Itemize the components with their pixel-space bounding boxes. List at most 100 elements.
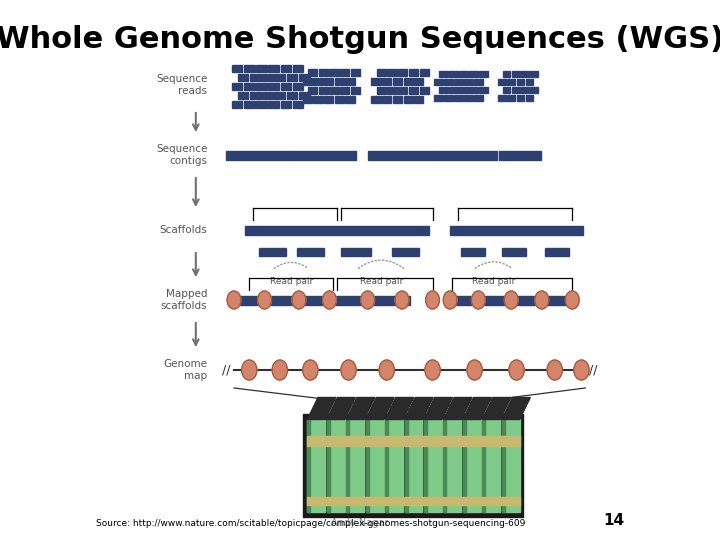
Bar — [302, 96, 312, 103]
Bar — [295, 151, 356, 159]
Text: Read pair: Read pair — [472, 277, 516, 286]
Circle shape — [292, 291, 306, 309]
Bar — [226, 151, 295, 159]
Bar — [459, 71, 468, 77]
Bar — [244, 83, 255, 90]
Circle shape — [341, 360, 356, 380]
Bar — [313, 96, 323, 103]
Bar — [449, 71, 458, 77]
Bar — [274, 91, 285, 98]
Bar — [308, 87, 318, 94]
Bar — [454, 79, 463, 85]
Text: Read pair: Read pair — [360, 277, 403, 286]
Circle shape — [509, 360, 524, 380]
Bar — [545, 248, 570, 256]
Bar — [335, 96, 344, 103]
Bar — [385, 418, 388, 511]
Bar — [351, 87, 360, 94]
Bar — [274, 73, 285, 80]
Bar — [269, 100, 279, 107]
Polygon shape — [307, 397, 336, 420]
Bar — [498, 95, 506, 101]
Bar — [393, 78, 402, 85]
Bar — [299, 91, 310, 98]
Circle shape — [258, 291, 271, 309]
Bar — [372, 96, 381, 103]
Bar — [469, 87, 477, 93]
Text: Scaffolds: Scaffolds — [160, 225, 207, 235]
Bar — [238, 91, 248, 98]
Bar — [405, 418, 423, 511]
Bar — [330, 69, 338, 76]
Bar — [307, 418, 310, 511]
Bar — [307, 496, 520, 504]
Bar — [474, 95, 482, 101]
Bar — [444, 418, 446, 511]
Bar — [346, 418, 349, 511]
Circle shape — [425, 360, 440, 380]
Polygon shape — [385, 397, 414, 420]
Bar — [351, 69, 360, 76]
Text: Andy Nagar: Andy Nagar — [331, 518, 389, 528]
Text: //: // — [589, 363, 598, 376]
Bar — [414, 78, 423, 85]
Polygon shape — [463, 397, 492, 420]
Bar — [414, 96, 423, 103]
Bar — [324, 96, 333, 103]
Circle shape — [426, 291, 439, 309]
Bar — [382, 96, 391, 103]
Bar — [313, 78, 323, 85]
Bar — [434, 79, 443, 85]
Bar — [372, 78, 381, 85]
Bar — [262, 73, 273, 80]
Bar — [299, 73, 310, 80]
Bar — [469, 71, 477, 77]
Circle shape — [504, 291, 518, 309]
Bar — [234, 295, 410, 305]
Bar — [281, 64, 292, 71]
Bar — [387, 87, 397, 94]
Bar — [293, 83, 304, 90]
Circle shape — [467, 360, 482, 380]
Bar — [521, 71, 528, 77]
Bar — [297, 248, 324, 256]
Bar — [531, 71, 538, 77]
Circle shape — [242, 360, 257, 380]
Bar — [464, 95, 472, 101]
Bar — [366, 418, 369, 511]
Bar — [503, 87, 510, 93]
Bar — [330, 87, 338, 94]
Bar — [439, 71, 448, 77]
Circle shape — [272, 360, 287, 380]
Bar — [281, 83, 292, 90]
Bar — [393, 96, 402, 103]
Polygon shape — [424, 397, 453, 420]
Bar — [398, 69, 408, 76]
Bar — [502, 248, 526, 256]
Bar — [287, 73, 297, 80]
Bar — [502, 418, 520, 511]
Bar — [405, 418, 408, 511]
Bar — [479, 71, 487, 77]
Bar — [269, 83, 279, 90]
Circle shape — [444, 291, 457, 309]
Bar — [474, 79, 482, 85]
Bar — [250, 73, 261, 80]
Polygon shape — [444, 397, 472, 420]
Bar — [502, 418, 505, 511]
Bar — [258, 248, 286, 256]
Bar — [392, 248, 419, 256]
Bar — [387, 69, 397, 76]
Bar — [461, 248, 485, 256]
Bar — [368, 151, 436, 159]
Bar — [340, 87, 349, 94]
Bar — [398, 87, 408, 94]
Bar — [526, 95, 534, 101]
Bar — [232, 83, 243, 90]
Bar — [508, 95, 515, 101]
Bar — [308, 69, 318, 76]
Text: Source: http://www.nature.com/scitable/topicpage/complex-genomes-shotgun-sequenc: Source: http://www.nature.com/scitable/t… — [96, 519, 525, 528]
Bar — [450, 295, 568, 305]
Text: 14: 14 — [603, 513, 624, 528]
Bar — [479, 87, 487, 93]
